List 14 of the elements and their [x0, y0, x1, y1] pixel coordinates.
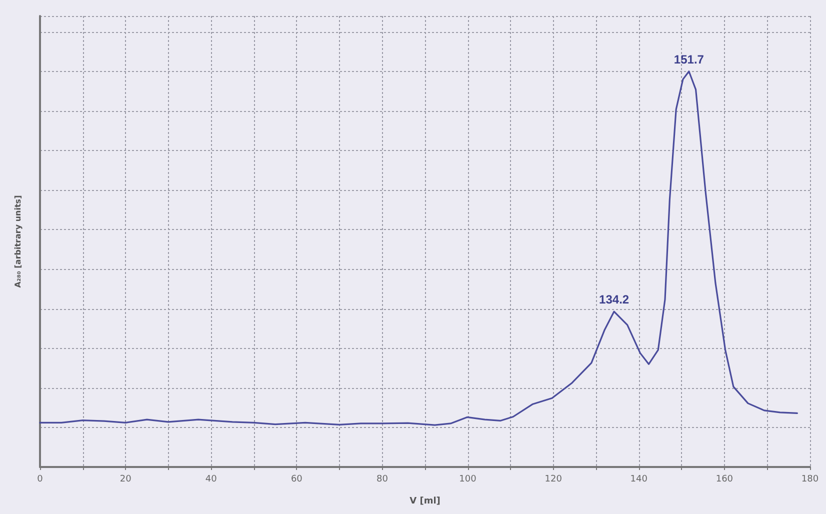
x-tick-label: 180: [801, 474, 819, 484]
x-tick-label: 80: [376, 474, 388, 484]
annotation: 151.7: [674, 52, 704, 66]
x-tick-label: 120: [544, 474, 562, 484]
x-tick-label: 140: [630, 474, 648, 484]
y-axis-title: A₂₈₀ [arbitrary units]: [14, 195, 22, 288]
x-tick-label: 60: [290, 474, 303, 484]
x-tick-label: 40: [205, 474, 218, 484]
x-tick-label: 0: [37, 474, 44, 484]
x-tick-label: 160: [716, 474, 734, 484]
annotation: 134.2: [599, 292, 630, 307]
x-axis-title: V [ml]: [410, 496, 440, 506]
x-tick-label: 20: [120, 474, 132, 484]
x-tick-label: 100: [459, 474, 477, 484]
